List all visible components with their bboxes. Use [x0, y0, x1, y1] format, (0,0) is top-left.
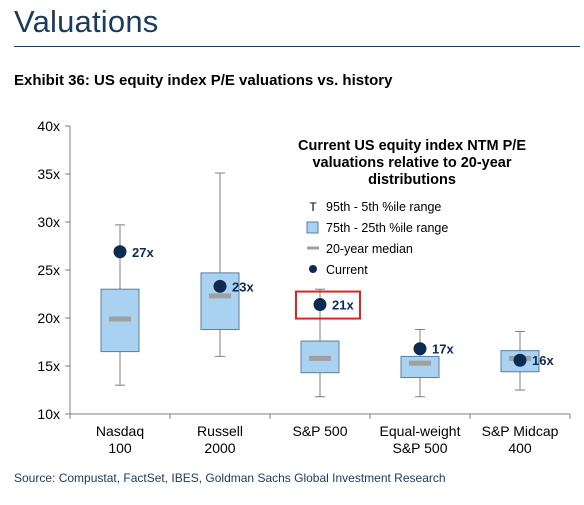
current-dot [213, 279, 227, 293]
current-dot [513, 353, 527, 367]
category-label: Nasdaq [96, 423, 144, 439]
chart-title-line: Current US equity index NTM P/E [298, 138, 526, 154]
category-label: S&P 500 [392, 440, 447, 456]
highlight-box [295, 290, 361, 320]
chart-title-line: valuations relative to 20-year [312, 155, 511, 171]
chart-title-line: distributions [368, 172, 456, 188]
y-tick-label: 10x [37, 406, 60, 422]
current-value-label: 17x [432, 342, 454, 357]
y-tick-label: 40x [37, 118, 60, 134]
iqr-box [400, 355, 440, 379]
current-dot [413, 342, 427, 356]
current-value-label: 21x [332, 298, 354, 313]
legend-label: 95th - 5th %ile range [326, 200, 441, 214]
source-note: Source: Compustat, FactSet, IBES, Goldma… [14, 471, 446, 485]
category-label: Russell [197, 423, 243, 439]
y-tick-label: 35x [37, 166, 60, 182]
category-label: 400 [508, 440, 532, 456]
legend-current-symbol [309, 265, 317, 273]
current-value-label: 16x [532, 353, 554, 368]
title-divider [14, 46, 580, 47]
category-label: 2000 [204, 440, 235, 456]
legend-label: 20-year median [326, 242, 413, 256]
y-tick-label: 15x [37, 358, 60, 374]
legend-label: Current [326, 263, 368, 277]
legend-box-symbol [306, 221, 319, 234]
y-tick-label: 30x [37, 214, 60, 230]
current-value-label: 23x [232, 279, 254, 294]
exhibit-title: Exhibit 36: US equity index P/E valuatio… [14, 72, 393, 89]
page-title: Valuations [14, 4, 159, 39]
current-dot [113, 245, 127, 259]
legend-whisker-symbol: T [309, 200, 317, 214]
category-label: 100 [108, 440, 132, 456]
legend-label: 75th - 25th %ile range [326, 221, 448, 235]
y-tick-label: 25x [37, 262, 60, 278]
current-value-label: 27x [132, 245, 154, 260]
y-tick-label: 20x [37, 310, 60, 326]
current-dot [313, 298, 327, 312]
category-label: S&P 500 [292, 423, 347, 439]
category-label: S&P Midcap [482, 423, 559, 439]
category-label: Equal-weight [380, 423, 461, 439]
